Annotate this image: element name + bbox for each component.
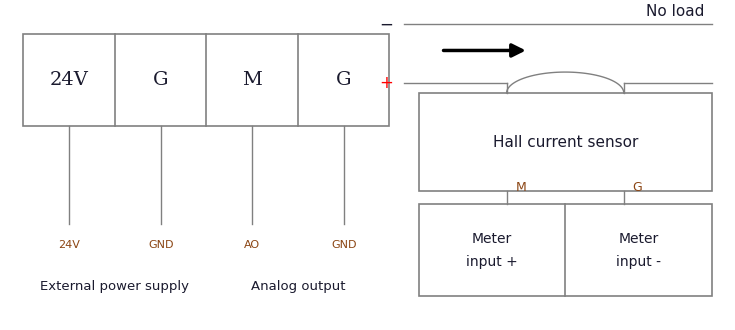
Text: Meter: Meter bbox=[618, 232, 659, 246]
Text: Analog output: Analog output bbox=[251, 280, 345, 293]
Text: External power supply: External power supply bbox=[40, 280, 190, 293]
Text: G: G bbox=[336, 71, 351, 89]
Text: GND: GND bbox=[331, 240, 356, 250]
Text: G: G bbox=[153, 71, 168, 89]
Text: M: M bbox=[243, 71, 262, 89]
Text: 24V: 24V bbox=[58, 240, 80, 250]
FancyBboxPatch shape bbox=[419, 93, 711, 191]
FancyBboxPatch shape bbox=[24, 34, 390, 126]
Text: AO: AO bbox=[244, 240, 260, 250]
Text: −: − bbox=[379, 15, 393, 33]
Text: GND: GND bbox=[148, 240, 173, 250]
Text: No load: No load bbox=[646, 4, 704, 19]
Text: +: + bbox=[379, 74, 393, 92]
Text: Meter: Meter bbox=[472, 232, 512, 246]
FancyBboxPatch shape bbox=[419, 204, 711, 296]
Text: 24V: 24V bbox=[50, 71, 88, 89]
Text: input -: input - bbox=[616, 254, 661, 269]
Text: M: M bbox=[515, 182, 526, 194]
Text: Hall current sensor: Hall current sensor bbox=[492, 135, 638, 149]
Text: input +: input + bbox=[466, 254, 518, 269]
Text: G: G bbox=[633, 182, 642, 194]
